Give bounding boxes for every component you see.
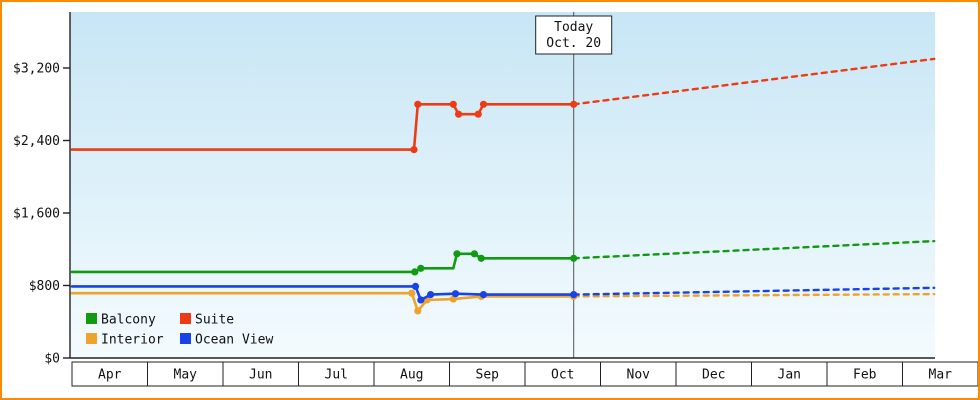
- svg-text:Interior: Interior: [101, 333, 164, 348]
- axes: [69, 12, 935, 359]
- data-point-marker: [470, 250, 478, 258]
- month-cell: [675, 361, 752, 387]
- data-point-marker: [417, 264, 425, 272]
- data-point-marker: [414, 307, 422, 315]
- svg-text:Mar: Mar: [929, 368, 953, 383]
- data-point-marker: [411, 282, 420, 290]
- forecast-line: [572, 239, 936, 260]
- svg-text:Ocean View: Ocean View: [195, 333, 273, 348]
- month-cell: [751, 361, 828, 387]
- data-point-marker: [417, 296, 425, 304]
- svg-text:Apr: Apr: [98, 368, 122, 383]
- svg-text:Today: Today: [554, 20, 593, 35]
- data-point-marker: [414, 100, 422, 108]
- data-point-marker: [474, 110, 482, 118]
- data-point-marker: [570, 254, 578, 262]
- svg-text:$3,200: $3,200: [13, 62, 60, 77]
- series-balcony: [70, 239, 936, 276]
- series-suite: [70, 57, 936, 154]
- svg-text:Oct. 20: Oct. 20: [546, 36, 601, 51]
- svg-text:Jul: Jul: [325, 368, 348, 383]
- y-axis-labels: $0 $800 $1,600 $2,400 $3,200: [13, 62, 70, 367]
- svg-text:Jun: Jun: [249, 368, 272, 383]
- data-point-marker: [408, 289, 416, 297]
- month-cell: [222, 361, 299, 387]
- legend-swatch-suite: [180, 313, 191, 324]
- data-point-marker: [570, 291, 578, 299]
- month-cell: [524, 361, 601, 387]
- forecast-line: [572, 286, 936, 296]
- data-point-marker: [477, 254, 485, 262]
- svg-text:Balcony: Balcony: [101, 313, 156, 328]
- svg-text:Dec: Dec: [702, 368, 725, 383]
- svg-text:$2,400: $2,400: [13, 134, 60, 149]
- svg-text:$800: $800: [29, 279, 60, 294]
- data-point-marker: [453, 250, 461, 258]
- month-cell: [147, 361, 224, 387]
- svg-text:Aug: Aug: [400, 368, 423, 383]
- svg-text:Feb: Feb: [853, 368, 877, 383]
- month-cell: [449, 361, 526, 387]
- data-point-marker: [410, 146, 418, 154]
- month-cell: [902, 361, 978, 387]
- data-point-marker: [427, 291, 435, 299]
- data-point-marker: [451, 290, 460, 298]
- legend-swatch-balcony: [86, 313, 97, 324]
- forecast-line: [572, 292, 936, 298]
- data-point-marker: [570, 100, 578, 108]
- data-point-marker: [449, 100, 457, 108]
- svg-text:$0: $0: [44, 352, 60, 367]
- svg-text:$1,600: $1,600: [13, 207, 60, 222]
- series-ocean-view: [70, 282, 936, 304]
- data-point-marker: [411, 268, 419, 276]
- svg-text:Sep: Sep: [476, 368, 500, 383]
- legend-swatch-interior: [86, 333, 97, 344]
- data-point-marker: [449, 295, 457, 303]
- forecast-line: [572, 57, 936, 106]
- month-cell: [373, 361, 450, 387]
- svg-text:Jan: Jan: [778, 368, 801, 383]
- x-axis-month-row: Apr May Jun Jul Aug Sep Oct Nov Dec Jan Feb Mar: [71, 361, 978, 387]
- plot-area: [70, 12, 935, 358]
- data-point-marker: [455, 110, 463, 118]
- svg-text:Oct: Oct: [551, 368, 574, 383]
- svg-text:May: May: [174, 368, 198, 383]
- legend: Balcony Suite Interior Ocean View: [86, 313, 273, 348]
- svg-text:Nov: Nov: [627, 368, 651, 383]
- month-cell: [600, 361, 677, 387]
- data-point-marker: [479, 100, 488, 108]
- svg-text:Suite: Suite: [195, 313, 234, 328]
- month-cell: [298, 361, 375, 387]
- data-point-marker: [479, 291, 488, 299]
- legend-swatch-ocean-view: [180, 333, 191, 344]
